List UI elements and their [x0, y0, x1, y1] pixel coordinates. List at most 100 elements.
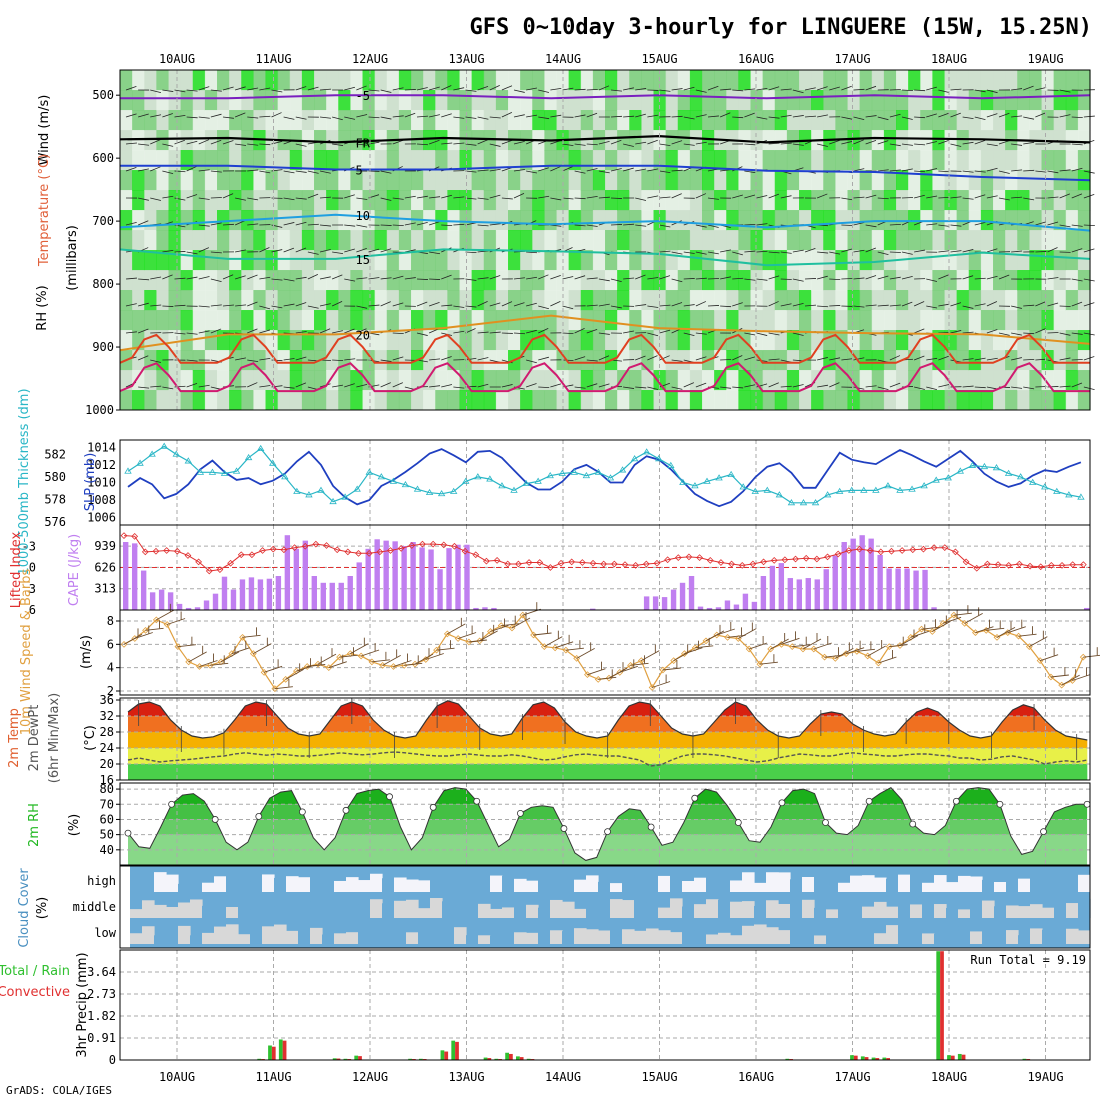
upper-wind-barb [550, 166, 561, 172]
upper-wind-barb [404, 112, 416, 118]
cloud-cell [562, 901, 575, 918]
rh-cell [859, 390, 873, 411]
precip-convective-bar [336, 1058, 341, 1060]
rh-cell [156, 250, 170, 271]
rh-cell [459, 90, 473, 111]
rh-cell [714, 190, 727, 211]
upper-wind-barb [719, 112, 731, 118]
rh-cell [702, 90, 715, 111]
upper-wind-barb [162, 274, 173, 280]
cloud-cell [910, 929, 923, 944]
rh-cell [314, 230, 327, 251]
upper-wind-barb [1011, 196, 1023, 199]
cloud-cell [202, 905, 215, 918]
rh-cell [641, 250, 655, 271]
pressure-tick: 800 [92, 277, 114, 291]
cloud-cell [886, 906, 899, 918]
upper-wind-barb [477, 86, 489, 91]
isotherm-label: -5 [356, 89, 370, 103]
precip-total-bar [1022, 1058, 1027, 1060]
rh-cell [301, 70, 315, 91]
rh-cell [944, 190, 958, 211]
upper-wind-barb [174, 170, 186, 173]
isotherm-label: 15 [356, 253, 370, 267]
upper-wind-barb [926, 168, 938, 172]
wind-point [864, 652, 872, 660]
lifted-point [1026, 562, 1034, 570]
cloud-cell [1042, 882, 1055, 892]
rh-cell [483, 330, 497, 351]
rh-cell [204, 130, 218, 151]
cape-bar [715, 607, 722, 610]
rh-cell [508, 190, 521, 211]
rh-cell [471, 250, 485, 271]
thickness-point [341, 493, 349, 500]
cloud-cell [706, 899, 719, 918]
rh-cell [799, 70, 812, 91]
upper-wind-barb [1083, 115, 1095, 118]
rh-cell [835, 150, 849, 171]
upper-wind-barb [792, 278, 804, 282]
thickness-point [401, 480, 410, 488]
rh-cell [398, 210, 412, 231]
cape-bar [212, 593, 219, 610]
upper-wind-barb [962, 197, 974, 200]
rh-cell [617, 170, 630, 191]
upper-wind-barb [368, 277, 380, 280]
upper-wind-barb [816, 193, 828, 199]
rh-cell [459, 310, 473, 331]
upper-wind-barb [356, 384, 368, 388]
ylabel-temp-a: 2m Temp [7, 708, 22, 768]
rh-cell [629, 170, 642, 191]
wind-barb [641, 650, 660, 662]
upper-wind-barb [586, 112, 598, 118]
cape-bar [877, 554, 883, 610]
rh-cell [241, 190, 254, 211]
lifted-point [205, 567, 213, 575]
upper-air-gap [120, 410, 1090, 440]
rh-cell [799, 90, 812, 111]
rh-frame [119, 782, 1091, 866]
rh-point [865, 797, 873, 805]
rh-cell [568, 330, 582, 351]
rh-cell [156, 170, 170, 191]
upper-wind-barb [780, 278, 792, 280]
rh-cell [714, 210, 727, 231]
wind-point [519, 611, 527, 619]
rh-cell [944, 390, 958, 411]
rh-cell [980, 190, 994, 211]
upper-wind-barb [429, 221, 440, 226]
thickness-point [896, 486, 904, 493]
upper-wind-barb [817, 275, 828, 280]
rh-cell [799, 210, 812, 231]
rh-cell [398, 310, 412, 331]
upper-wind-barb [574, 327, 585, 334]
wind-barb [651, 681, 671, 688]
cape-bar [742, 593, 749, 610]
rh-cell [326, 230, 339, 251]
rh-cell [580, 150, 594, 171]
lifted-point [685, 553, 693, 561]
rh-cell [241, 290, 254, 311]
upper-wind-barb [841, 278, 853, 280]
rh-cell [980, 270, 994, 291]
cloud-cell [730, 901, 743, 918]
rh-cell [944, 270, 958, 291]
rh-cell [641, 290, 655, 311]
upper-wind-barb [877, 116, 889, 121]
rh-cell [362, 170, 376, 191]
upper-wind-barb [671, 193, 682, 199]
upper-wind-barb [331, 274, 343, 280]
cloud-cell [814, 873, 827, 892]
rh-cell [301, 250, 315, 271]
thickness-point [148, 450, 156, 457]
rh-cell [471, 370, 485, 391]
rh-cell [702, 170, 715, 191]
temp-band [128, 700, 1088, 716]
cloud-cell [754, 924, 767, 944]
rh-cell [702, 110, 715, 131]
rh-cell [932, 310, 946, 331]
upper-wind-barb [247, 328, 258, 334]
lifted-point [248, 551, 256, 559]
rh-cell [204, 230, 218, 251]
